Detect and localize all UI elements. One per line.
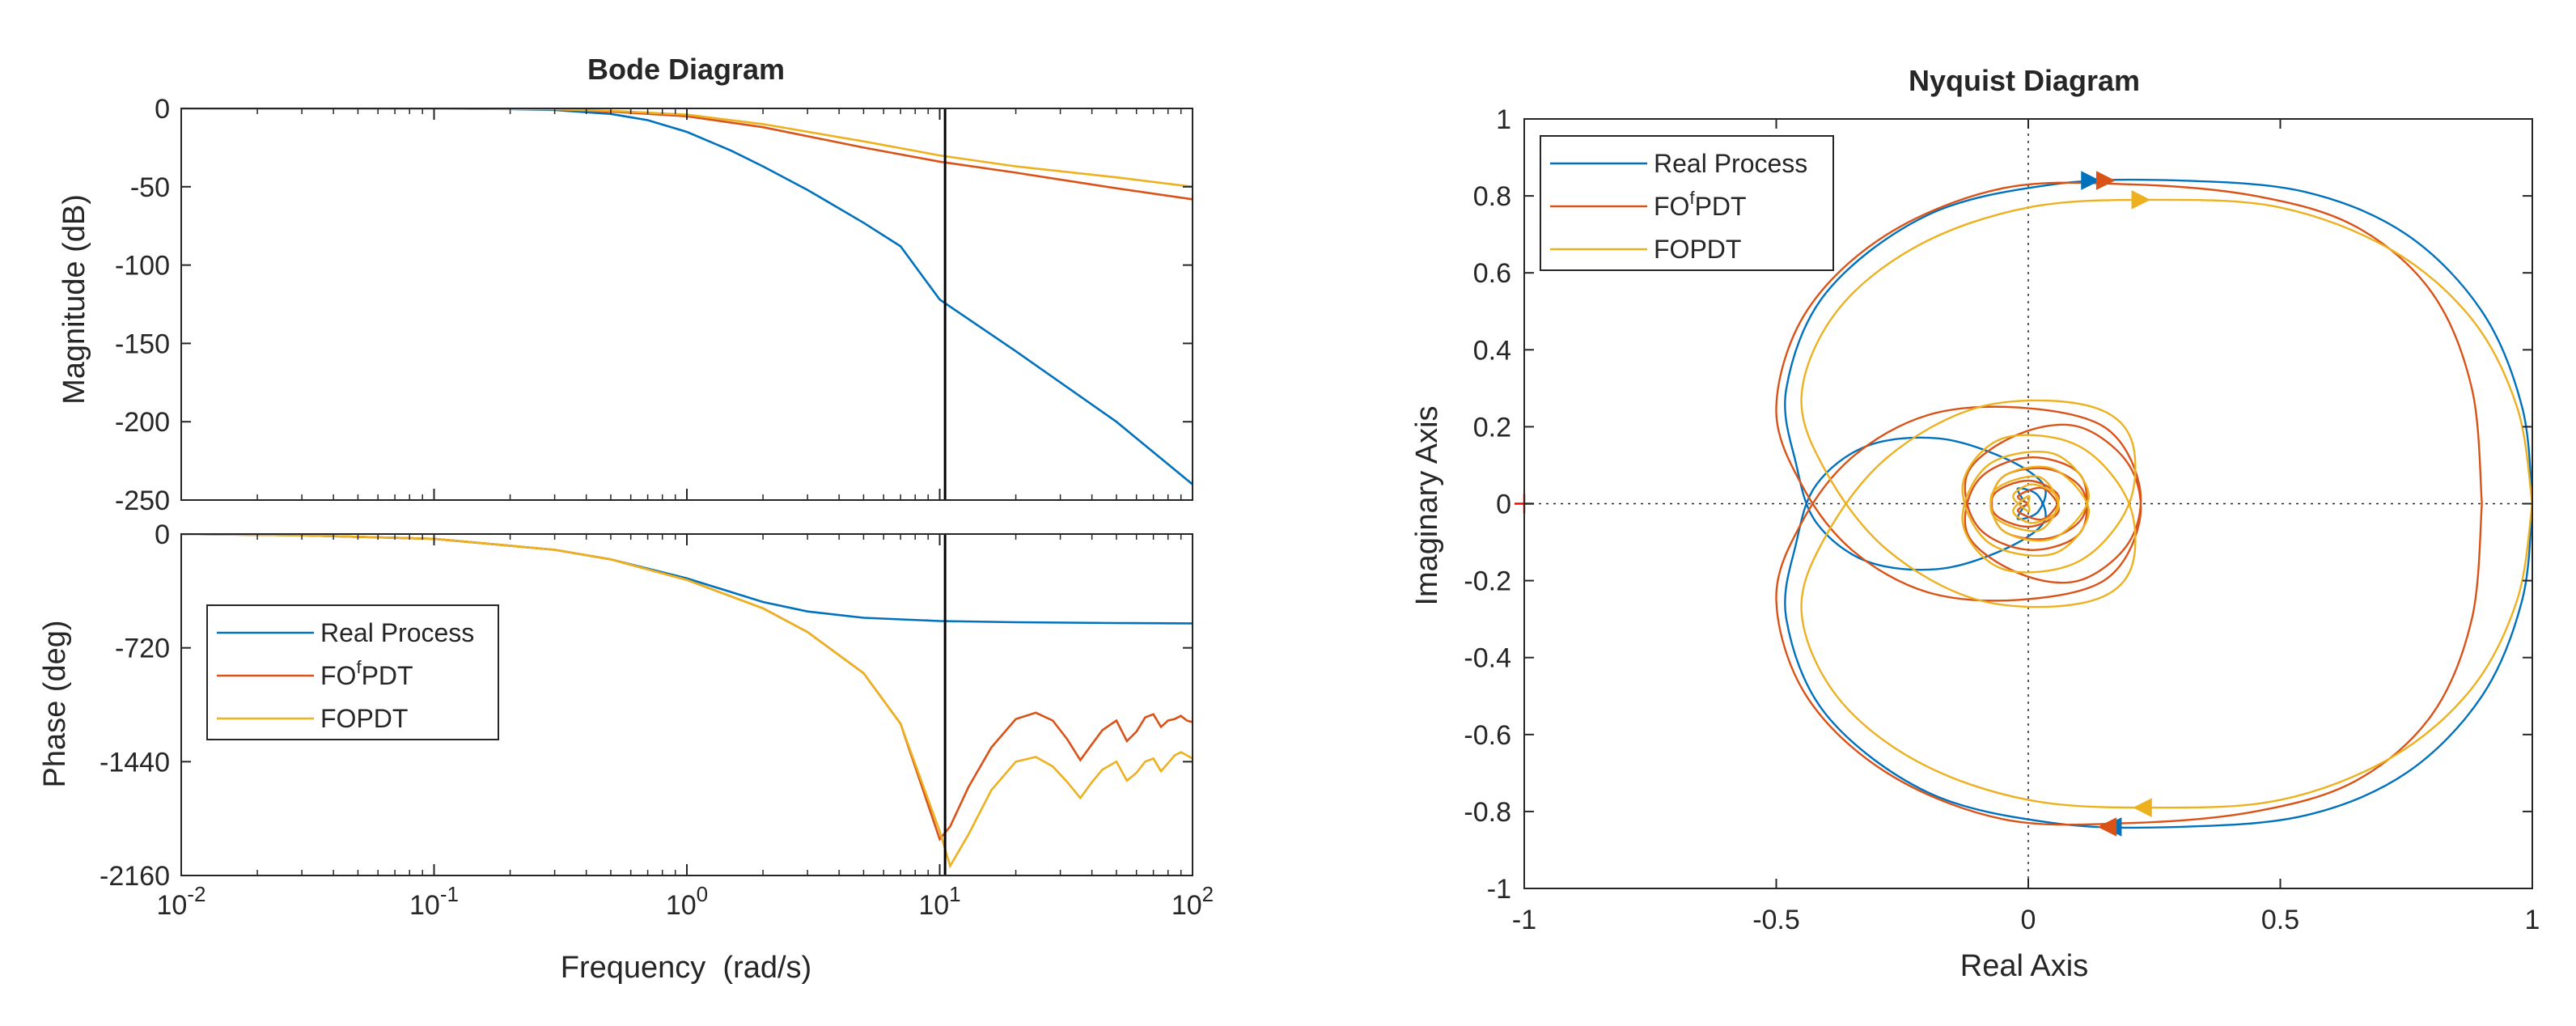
nyquist-legend-label-main: FOPDT — [1654, 235, 1741, 264]
nyquist-direction-arrow-fopdt — [2131, 190, 2151, 210]
nyquist-ytick-label: 0.8 — [1473, 181, 1511, 212]
bode-legend-box — [206, 604, 499, 740]
phase-ytick-label: -1440 — [100, 747, 170, 778]
nyquist-xtick-label: 1 — [2525, 905, 2540, 935]
bode-xtick-exponent: 0 — [697, 882, 708, 906]
bode-xtick-base: 10 — [918, 890, 949, 921]
magnitude-ytick-label: -250 — [115, 485, 170, 516]
phase-ytick-label: -720 — [115, 634, 170, 664]
bode-xtick-label: 100 — [666, 882, 708, 921]
nyquist-panel: -1 -0.5 0 0.5 1 1 0.8 0.6 0.4 0.2 0 -0.2 -0.4 -0.6 -0.… — [1464, 104, 2540, 935]
nyquist-direction-arrow-fofpdt — [2097, 817, 2117, 837]
nyquist-xtick-label: -1 — [1512, 905, 1536, 935]
bode-legend-label-rest: PDT — [362, 661, 413, 690]
bode-legend-label: FOfPDT — [320, 657, 413, 690]
magnitude-ytick-label: 0 — [155, 94, 170, 125]
bode-xtick-exponent: -2 — [187, 882, 205, 906]
nyquist-ylabel: Imaginary Axis — [1410, 405, 1444, 605]
nyquist-series-group — [1775, 178, 2532, 829]
nyquist-ytick-label: -1 — [1487, 874, 1511, 905]
nyquist-direction-arrow-fopdt — [2133, 798, 2152, 817]
bode-xtick-label: 102 — [1171, 882, 1214, 921]
nyquist-legend-label: Real Process — [1654, 149, 1807, 178]
nyquist-xtick-label: -0.5 — [1752, 905, 1800, 935]
nyquist-ytick-label: -0.8 — [1464, 797, 1511, 828]
nyquist-legend-label-main: FO — [1654, 192, 1689, 221]
nyquist-ytick-label: 0.4 — [1473, 335, 1511, 366]
bode-xtick-label: 10-2 — [157, 882, 206, 921]
nyquist-ytick-label: 0 — [1496, 490, 1511, 520]
nyquist-ytick-label: 1 — [1496, 104, 1511, 135]
bode-xtick-exponent: 1 — [949, 882, 960, 906]
bode-legend-label-main: FOPDT — [320, 704, 408, 733]
nyquist-legend-box — [1540, 135, 1834, 271]
bode-xtick-exponent: -1 — [440, 882, 459, 906]
bode-legend-label-main: FO — [320, 661, 356, 690]
bode-xtick-base: 10 — [409, 890, 440, 921]
nyquist-direction-arrow-fofpdt — [2095, 171, 2116, 190]
magnitude-ytick-label: -150 — [115, 329, 170, 359]
bode-legend-label: Real Process — [320, 618, 474, 647]
nyquist-legend-label-sup: f — [1689, 188, 1695, 208]
nyquist-ytick-label: 0.2 — [1473, 412, 1511, 443]
bode-magnitude-ylabel: Magnitude (dB) — [57, 194, 91, 405]
bode-xtick-base: 10 — [157, 890, 188, 921]
magnitude-ytick-label: -50 — [130, 172, 170, 203]
nyquist-ytick-label: 0.6 — [1473, 258, 1511, 289]
bode-xtick-exponent: 2 — [1202, 882, 1214, 906]
nyquist-ytick-label: -0.2 — [1464, 566, 1511, 597]
magnitude-ytick-label: -200 — [115, 407, 170, 438]
nyquist-ytick-label: -0.4 — [1464, 643, 1511, 674]
bode-xtick-base: 10 — [1171, 890, 1202, 921]
nyquist-title: Nyquist Diagram — [1909, 64, 2140, 97]
phase-ytick-label: -2160 — [100, 861, 170, 892]
nyquist-xlabel: Real Axis — [1960, 949, 2088, 983]
bode-legend-label: FOPDT — [320, 704, 408, 733]
nyquist-legend-label: FOPDT — [1654, 235, 1741, 264]
bode-phase-ylabel: Phase (deg) — [38, 620, 72, 787]
bode-xtick-label: 10-1 — [409, 882, 459, 921]
phase-ytick-label: 0 — [155, 519, 170, 550]
bode-xlabel: Frequency (rad/s) — [561, 951, 811, 985]
bode-magnitude-panel: 0 -50 -100 -150 -200 -250 — [115, 94, 1193, 516]
bode-xtick-label: 101 — [918, 882, 960, 921]
bode-title: Bode Diagram — [587, 53, 785, 86]
bode-xtick-base: 10 — [666, 890, 697, 921]
nyquist-series-line-mirror-fopdt — [1800, 399, 2532, 809]
nyquist-ytick-label: -0.6 — [1464, 720, 1511, 751]
magnitude-plot-area — [181, 108, 1193, 500]
magnitude-ytick-label: -100 — [115, 251, 170, 282]
nyquist-legend-label-rest: PDT — [1695, 192, 1747, 221]
nyquist-legend-label-main: Real Process — [1654, 149, 1807, 178]
bode-legend-label-main: Real Process — [320, 618, 474, 647]
nyquist-legend-label: FOfPDT — [1654, 188, 1747, 221]
nyquist-xtick-label: 0 — [2021, 905, 2036, 935]
nyquist-direction-arrow-real-process — [2081, 171, 2100, 190]
nyquist-xtick-label: 0.5 — [2261, 905, 2299, 935]
phase-series-line-fopdt — [181, 534, 1193, 869]
bode-legend-label-sup: f — [356, 657, 362, 677]
